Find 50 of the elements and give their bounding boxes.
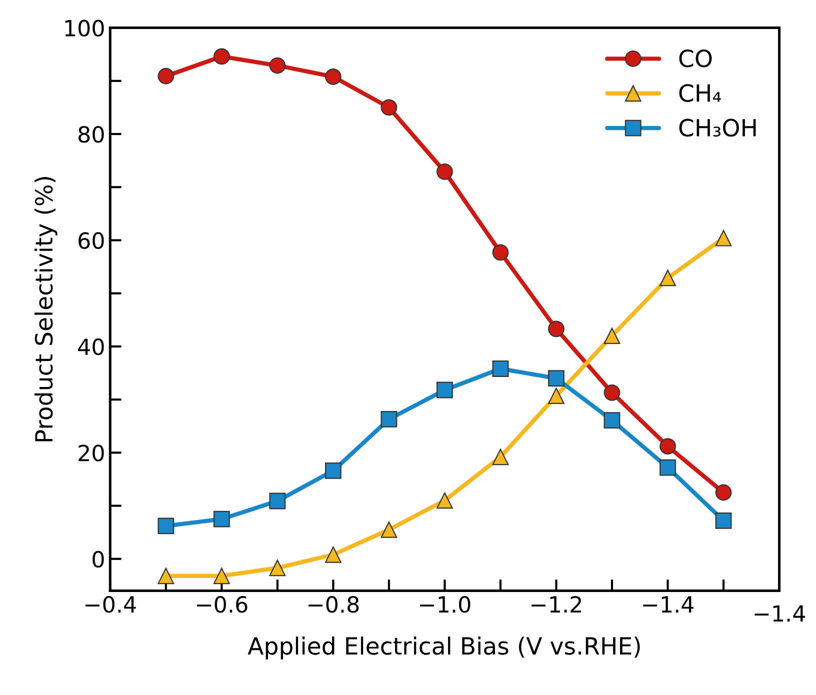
x-tick-label: −0.8: [308, 596, 359, 613]
x-tick-label: −1.4: [643, 596, 694, 612]
x-tick-label: −1.2: [532, 596, 581, 612]
point: [325, 68, 342, 85]
point: [715, 484, 732, 501]
legend-label: CO: [679, 49, 712, 68]
point: [604, 328, 620, 344]
point: [604, 384, 620, 401]
y-axis-title: Product Selectivity (%): [34, 176, 58, 442]
point: [269, 492, 286, 510]
point: [436, 382, 453, 398]
point: [660, 438, 676, 454]
point: [548, 320, 564, 338]
point: [548, 388, 564, 404]
point: [548, 370, 564, 387]
y-tick-label: 60: [78, 232, 104, 249]
legend-label: CH₄: [679, 84, 721, 102]
point: [715, 230, 732, 246]
y-tick-label: 80: [78, 126, 104, 143]
legend-label: CH₃OH: [679, 118, 756, 137]
point: [660, 459, 676, 476]
point: [269, 57, 286, 74]
point: [715, 512, 732, 529]
point: [660, 270, 676, 286]
x-tick-label: −0.6: [197, 596, 248, 613]
x-tick-label: −1.0: [420, 596, 470, 613]
point: [213, 510, 230, 528]
point: [492, 244, 509, 261]
point: [325, 462, 342, 479]
point: [158, 568, 174, 584]
point: [213, 568, 230, 584]
point: [380, 411, 398, 428]
point: [380, 521, 398, 538]
x-axis-title: Applied Electrical Bias (V vs.RHE): [248, 636, 640, 660]
point: [325, 546, 342, 563]
point: [492, 448, 509, 466]
point: [213, 48, 230, 65]
point: [436, 492, 453, 509]
y-tick-label: 100: [65, 20, 104, 37]
point: [380, 99, 398, 116]
y-tick-label: 20: [78, 444, 104, 462]
point: [492, 360, 509, 377]
point: [269, 560, 286, 576]
y-tick-label: 0: [92, 550, 104, 568]
y-tick-label: 40: [78, 338, 104, 356]
point: [436, 164, 453, 180]
point: [604, 412, 620, 428]
point: [158, 518, 174, 534]
x-tick-label: −0.4: [86, 596, 136, 613]
point: [158, 68, 174, 84]
